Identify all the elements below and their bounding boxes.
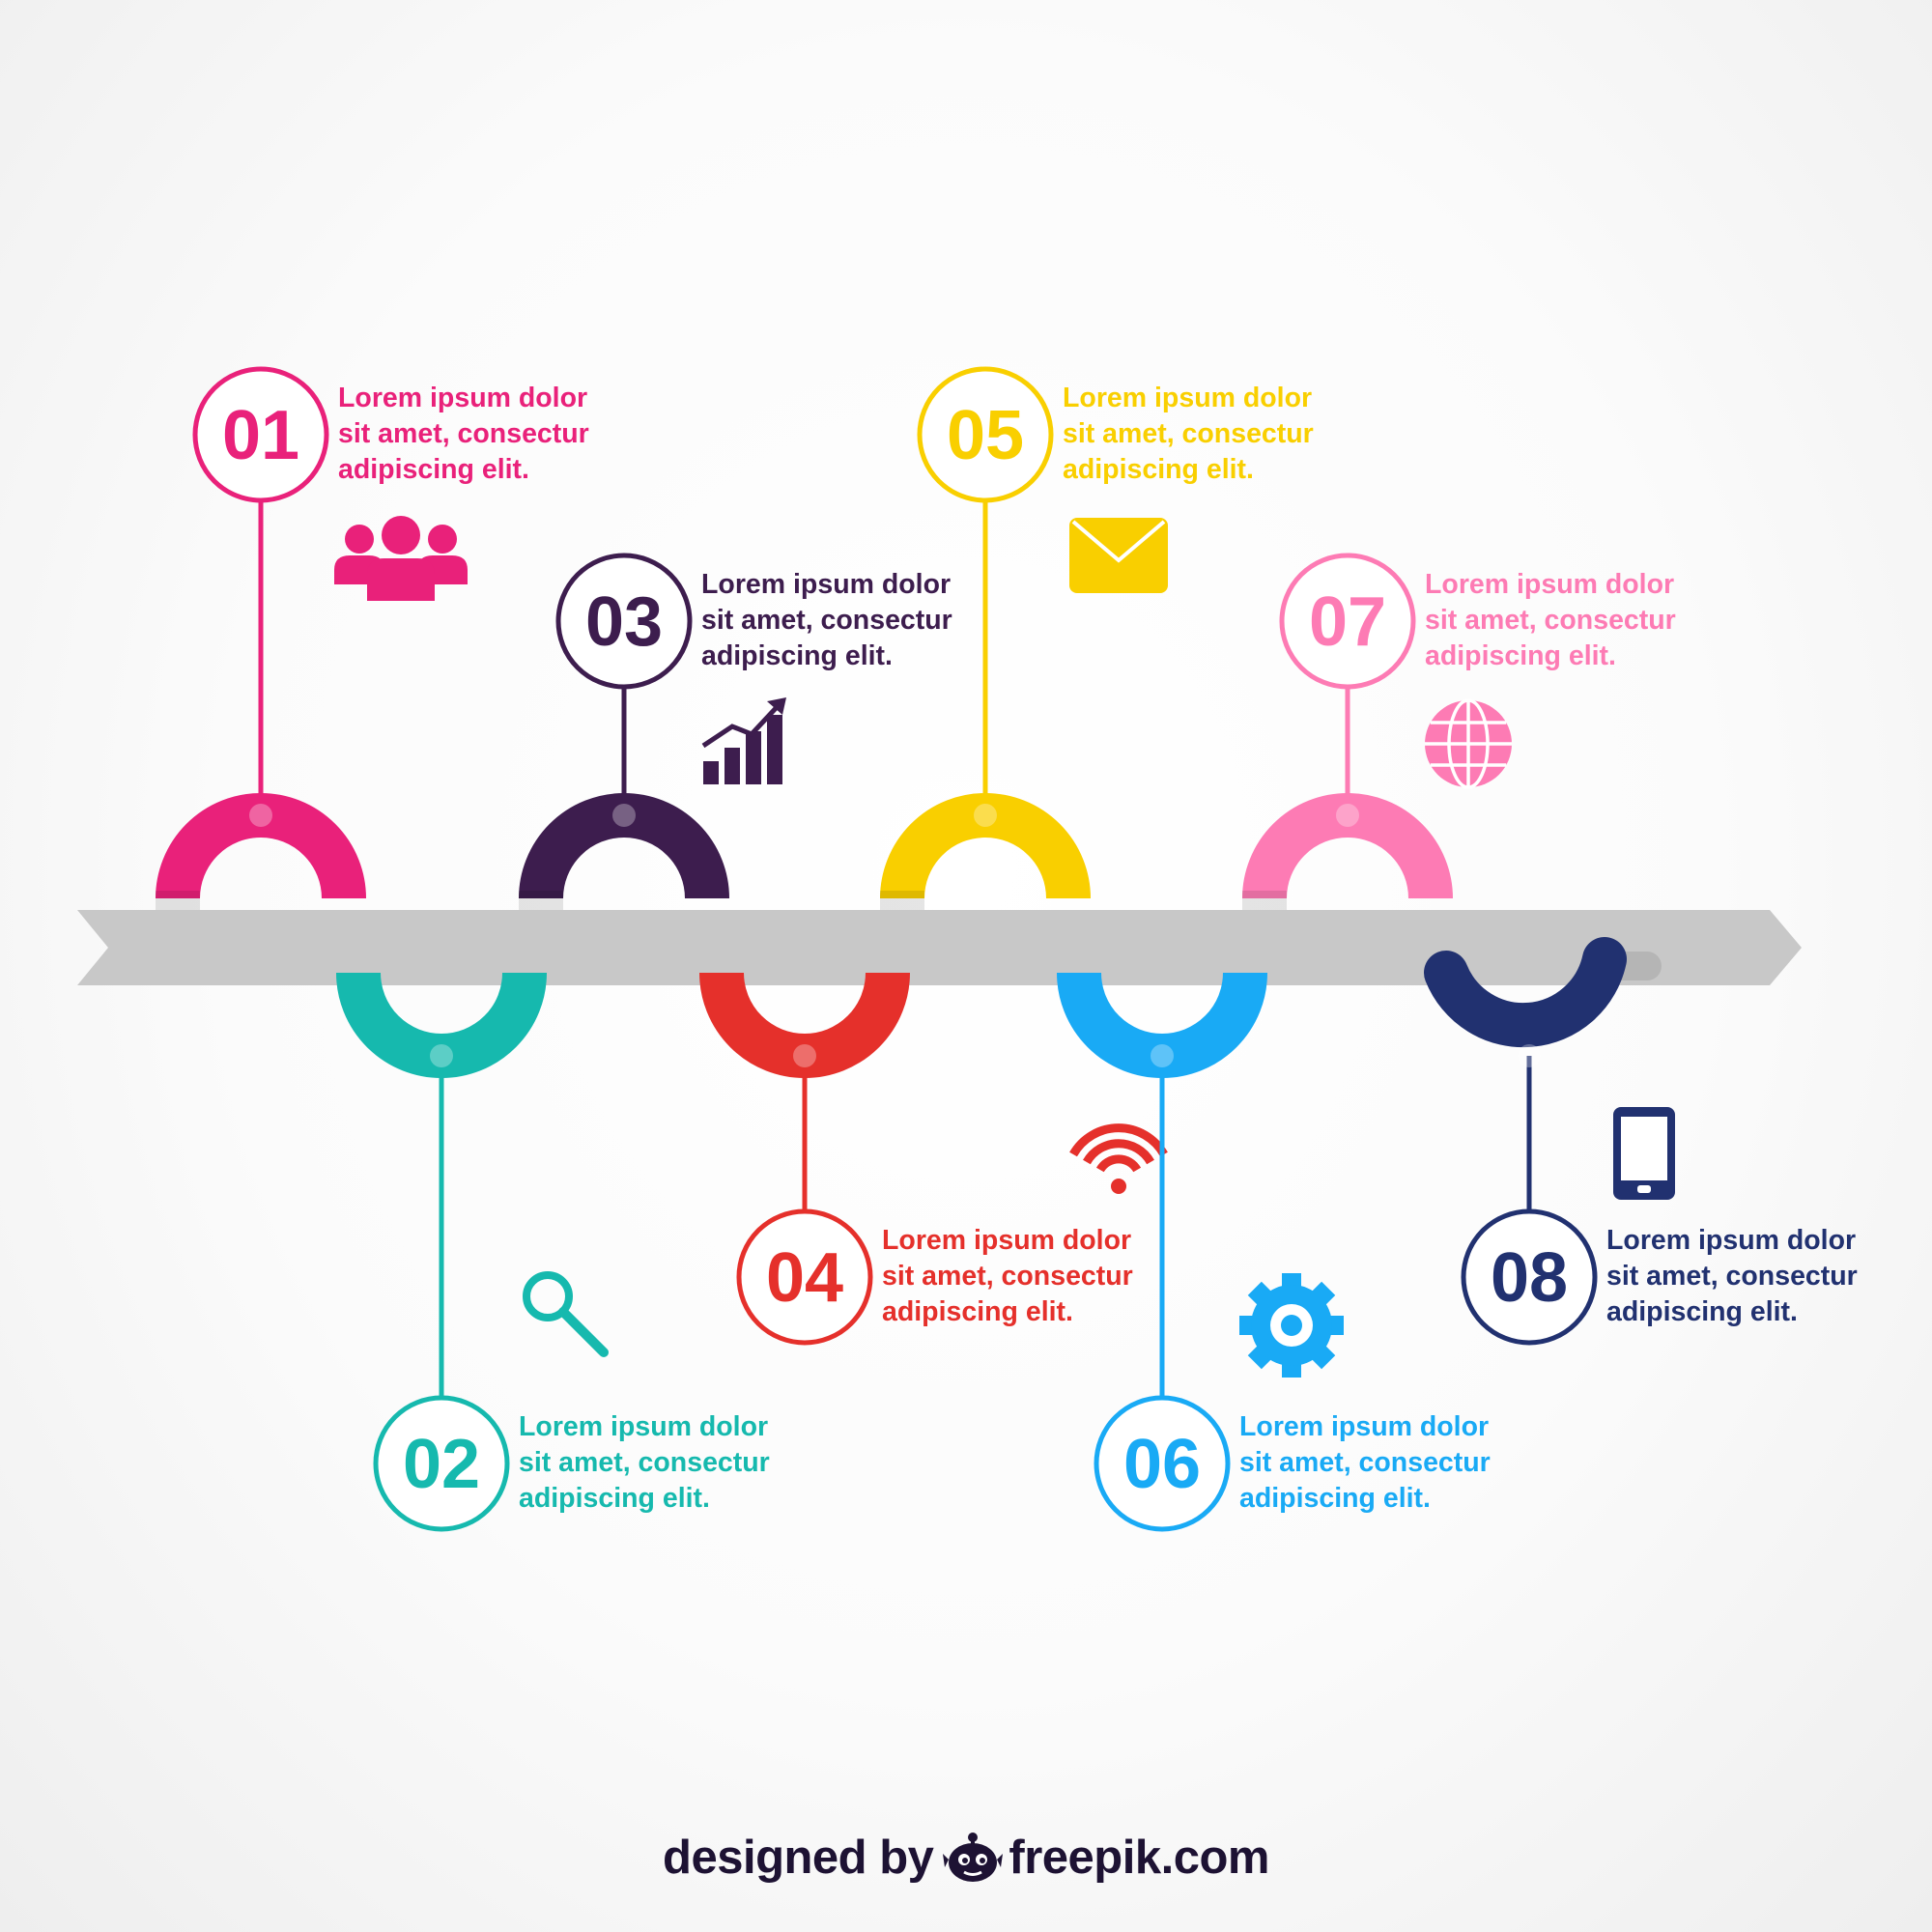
step-node	[917, 366, 1054, 503]
step-description-line: adipiscing elit.	[519, 1483, 710, 1514]
step-description: Lorem ipsum dolor sit amet, consectur adip…	[1606, 1223, 1916, 1330]
arc-dot	[1151, 1044, 1174, 1067]
arc-shadow	[1242, 891, 1287, 910]
step-description-line: sit amet, consectur	[882, 1261, 1133, 1292]
arc-dot	[1518, 1044, 1541, 1067]
step-description: Lorem ipsum dolor sit amet, consectur adip…	[882, 1223, 1191, 1330]
wave-arc	[336, 972, 547, 1078]
step-number: 03	[585, 583, 663, 661]
step-node	[373, 1395, 510, 1532]
wave-arc	[880, 793, 1091, 899]
wave-arc	[1057, 972, 1267, 1078]
step-description-line: Lorem ipsum dolor	[1063, 383, 1313, 413]
step-description-line: Lorem ipsum dolor	[1606, 1225, 1857, 1256]
step-description: Lorem ipsum dolor sit amet, consectur adip…	[519, 1409, 828, 1517]
step-description: Lorem ipsum dolor sit amet, consectur adip…	[701, 567, 1010, 674]
wave-arc	[519, 793, 729, 899]
step-description: Lorem ipsum dolor sit amet, consectur adip…	[1239, 1409, 1548, 1517]
arc-shadow	[156, 891, 200, 910]
step-number: 02	[403, 1426, 480, 1503]
step-node	[192, 366, 329, 503]
growth-chart-icon	[701, 697, 786, 784]
credit-brand: freepik.com	[1009, 1832, 1269, 1884]
step-description: Lorem ipsum dolor sit amet, consectur adip…	[1063, 381, 1372, 488]
step-description-line: adipiscing elit.	[701, 640, 893, 671]
step-description-line: adipiscing elit.	[1606, 1296, 1798, 1327]
step-description-line: sit amet, consectur	[338, 418, 589, 449]
magnifier-icon	[523, 1271, 609, 1357]
arc-dot	[430, 1044, 453, 1067]
arc-dot	[1336, 804, 1359, 827]
step-description-line: Lorem ipsum dolor	[338, 383, 588, 413]
step-description-line: adipiscing elit.	[1425, 640, 1616, 671]
step-description-line: Lorem ipsum dolor	[519, 1411, 769, 1442]
arc-dot	[974, 804, 997, 827]
gear-icon	[1239, 1273, 1344, 1378]
designer-credit: designed by freepik.com	[0, 1824, 1932, 1891]
step-node	[736, 1208, 873, 1346]
wave-arc	[1424, 937, 1627, 1048]
wifi-icon	[1069, 1123, 1168, 1194]
step-description-line: adipiscing elit.	[338, 454, 529, 485]
step-node	[1461, 1208, 1598, 1346]
arc-shadow	[519, 891, 563, 910]
step-number: 06	[1123, 1426, 1201, 1503]
step-description-line: adipiscing elit.	[882, 1296, 1073, 1327]
wave-arc	[156, 793, 366, 899]
wave-arc	[1242, 793, 1453, 899]
people-icon	[334, 516, 468, 601]
wave-arc	[699, 972, 910, 1078]
step-description-line: sit amet, consectur	[701, 605, 952, 636]
step-description-line: sit amet, consectur	[519, 1447, 770, 1478]
step-number: 08	[1491, 1239, 1568, 1317]
step-description-line: adipiscing elit.	[1239, 1483, 1431, 1514]
arc-dot	[612, 804, 636, 827]
step-number: 04	[766, 1239, 843, 1317]
step-description-line: Lorem ipsum dolor	[1239, 1411, 1490, 1442]
arc-dot	[249, 804, 272, 827]
step-description-line: sit amet, consectur	[1425, 605, 1676, 636]
arc-shadow	[880, 891, 924, 910]
timeline-arrow	[77, 910, 1802, 985]
step-description-line: Lorem ipsum dolor	[1425, 569, 1675, 600]
step-description-line: Lorem ipsum dolor	[882, 1225, 1132, 1256]
step-description-line: sit amet, consectur	[1606, 1261, 1858, 1292]
step-number: 01	[222, 397, 299, 474]
step-description: Lorem ipsum dolor sit amet, consectur adip…	[338, 381, 647, 488]
step-node	[1279, 553, 1416, 690]
step-node	[555, 553, 693, 690]
step-description-line: adipiscing elit.	[1063, 454, 1254, 485]
freepik-logo-icon	[943, 1833, 1004, 1882]
arc-dot	[793, 1044, 816, 1067]
credit-prefix: designed by	[663, 1832, 934, 1884]
step-description-line: Lorem ipsum dolor	[701, 569, 952, 600]
step-number: 07	[1309, 583, 1386, 661]
step-number: 05	[947, 397, 1024, 474]
tablet-icon	[1613, 1107, 1675, 1200]
step-description-line: sit amet, consectur	[1063, 418, 1314, 449]
envelope-icon	[1069, 518, 1168, 593]
step-description: Lorem ipsum dolor sit amet, consectur adip…	[1425, 567, 1734, 674]
step-description-line: sit amet, consectur	[1239, 1447, 1491, 1478]
step-node	[1094, 1395, 1231, 1532]
globe-icon	[1425, 698, 1512, 789]
